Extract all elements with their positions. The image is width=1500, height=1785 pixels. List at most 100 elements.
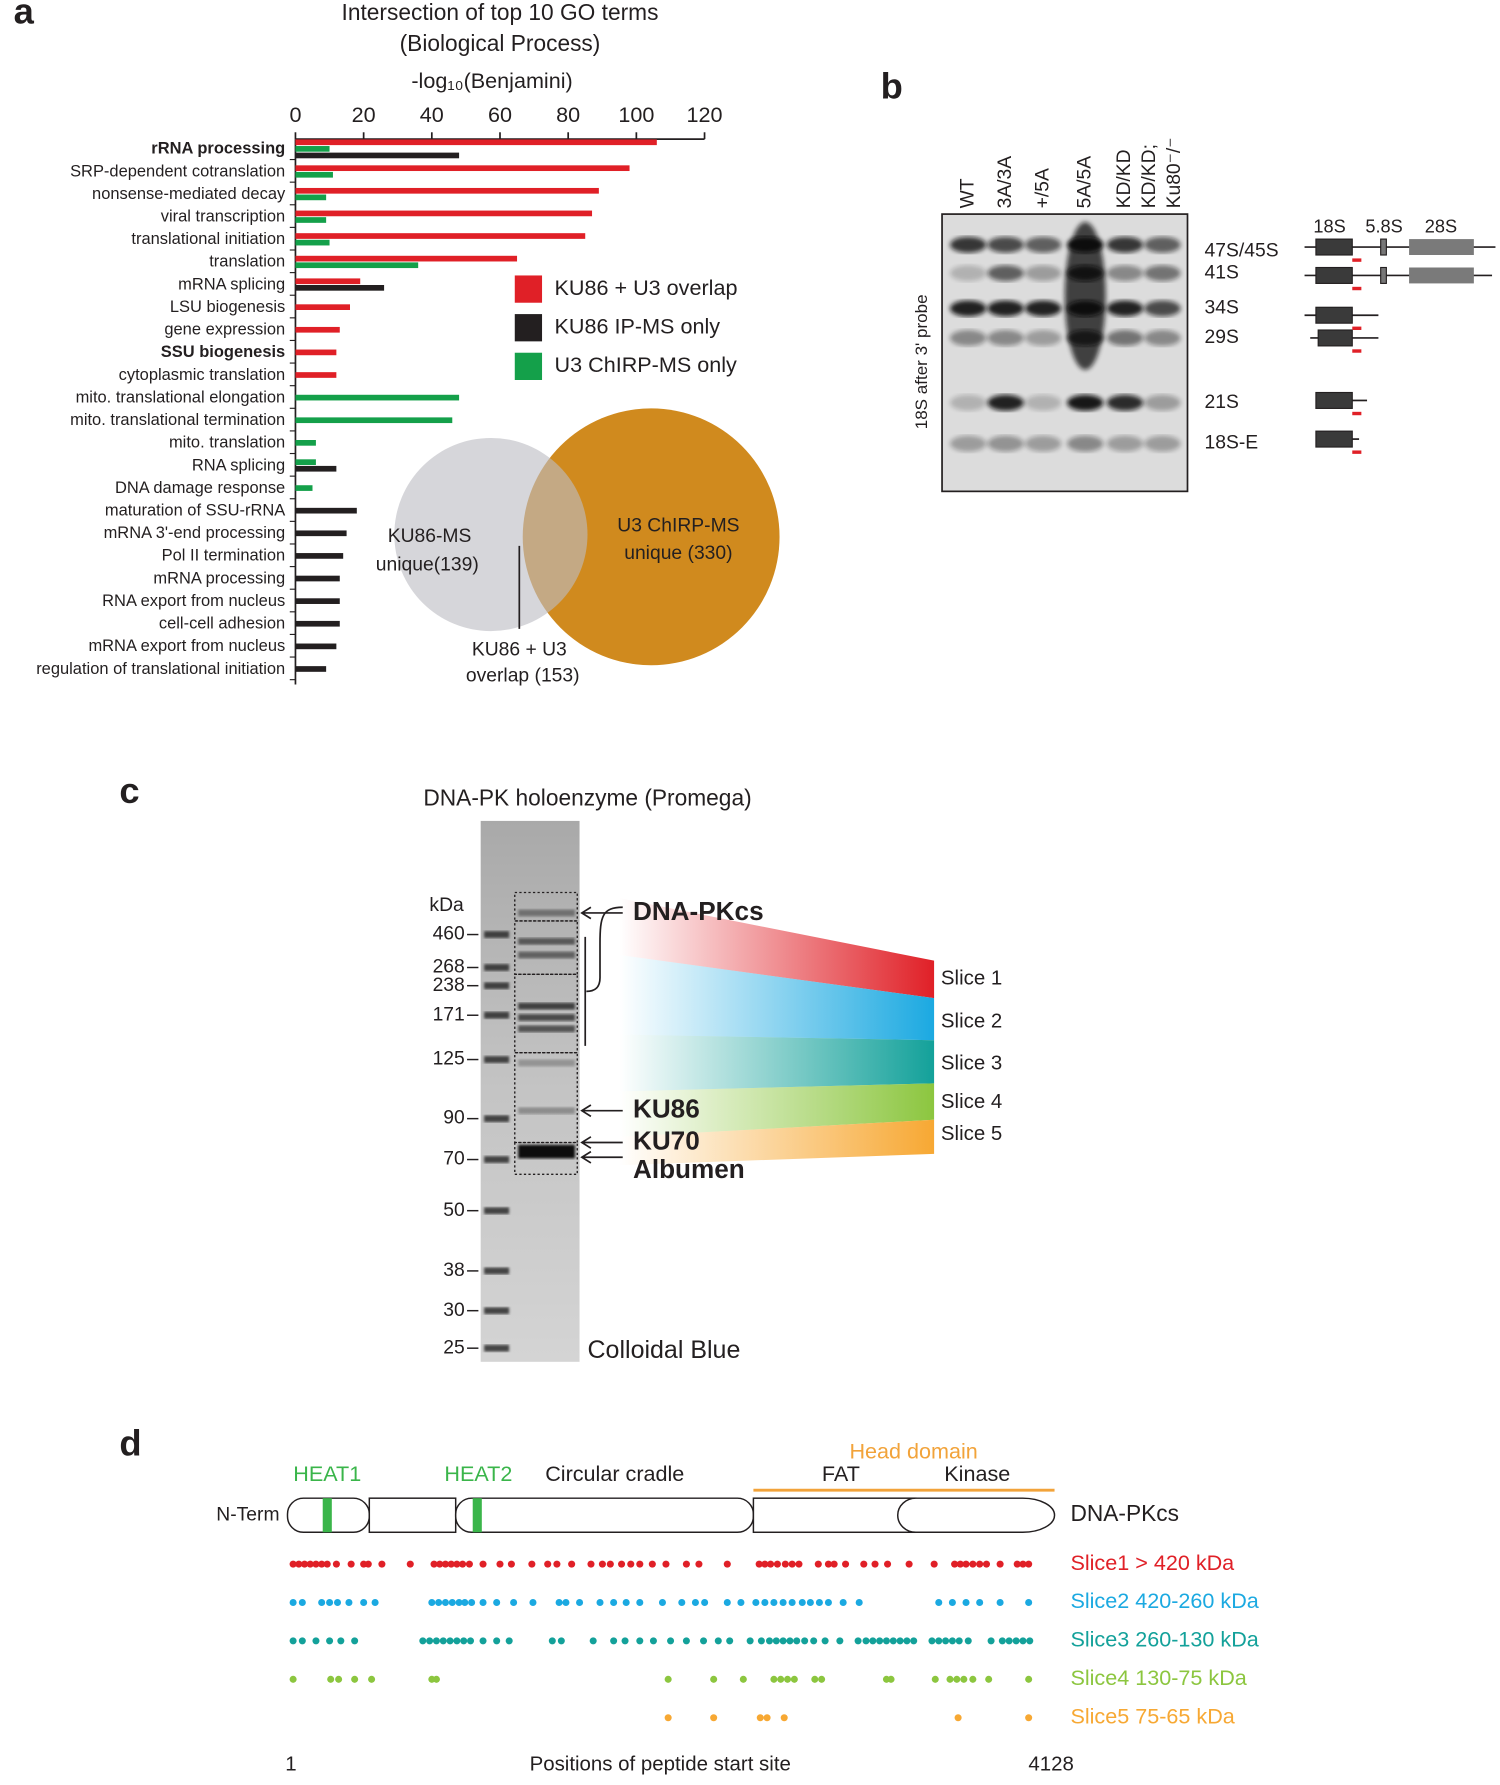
blot-band	[1144, 394, 1181, 411]
peptide-dot	[441, 1560, 449, 1568]
schematic-label: 5.8S	[1365, 217, 1402, 237]
peptide-dot	[529, 1598, 537, 1607]
peptide-dot	[869, 1637, 877, 1645]
marker-band	[484, 1207, 510, 1215]
peptide-dot	[948, 1598, 956, 1607]
peptide-dot	[436, 1560, 444, 1568]
y-tick-label: cytoplasmic translation	[119, 366, 286, 384]
peptide-dot	[496, 1560, 504, 1568]
peptide-dot	[636, 1560, 644, 1568]
peptide-dot	[691, 1598, 699, 1607]
peptide-dot	[1025, 1714, 1033, 1722]
x-tick-label: 1	[285, 1753, 296, 1776]
blot-band	[1106, 330, 1144, 346]
peptide-dot	[335, 1675, 343, 1683]
blot-band	[987, 330, 1024, 346]
blot-band	[987, 265, 1024, 282]
sample-band	[518, 1014, 575, 1021]
sample-band	[518, 1002, 575, 1010]
bar	[295, 326, 340, 333]
x-tick-label: 60	[488, 102, 512, 127]
peptide-dot	[333, 1598, 342, 1607]
peptide-dot	[896, 1637, 904, 1645]
peptide-dot	[855, 1598, 863, 1607]
peptide-dot	[746, 1637, 754, 1645]
protein-label: DNA-PKcs	[633, 896, 764, 926]
peptide-dot	[306, 1560, 314, 1568]
peptide-dot	[770, 1675, 778, 1683]
protein-label: DNA-PKcs	[1070, 1500, 1179, 1526]
peptide-dot	[1025, 1675, 1033, 1683]
y-tick-label: mito. translational termination	[70, 411, 285, 429]
peptide-dot	[954, 1714, 962, 1722]
bar	[295, 372, 337, 378]
peptide-dot	[884, 1560, 892, 1568]
domain-label: Kinase	[944, 1461, 1010, 1486]
y-tick-label: SSU biogenesis	[161, 343, 285, 361]
bar	[295, 165, 630, 172]
peptide-dot	[576, 1598, 584, 1607]
slice-ribbon	[619, 898, 935, 999]
peptide-dot	[658, 1598, 666, 1607]
panel-label: a	[14, 0, 35, 32]
peptide-dot	[441, 1598, 449, 1607]
peptide-dot	[935, 1637, 943, 1645]
blot-band	[1106, 236, 1144, 253]
peptide-dot	[493, 1598, 501, 1607]
peptide-dot	[784, 1675, 792, 1683]
blot-band	[1144, 330, 1181, 346]
peptide-dot	[964, 1637, 972, 1645]
peptide-dot	[761, 1560, 769, 1568]
bar	[295, 459, 316, 465]
band-label: 41S	[1205, 262, 1239, 283]
peptide-dot	[795, 1560, 803, 1568]
blot-band	[1025, 300, 1062, 317]
blot-band	[1144, 435, 1181, 452]
peptide-dot	[956, 1560, 964, 1568]
peptide-dot	[432, 1637, 440, 1645]
blot-band	[1067, 394, 1104, 411]
stain-label: Colloidal Blue	[588, 1336, 741, 1364]
domain-label: Head domain	[849, 1438, 977, 1463]
x-tick-label: 40	[420, 102, 444, 127]
peptide-dot	[786, 1637, 794, 1645]
venn-diagram: KU86-MS unique(139) U3 ChIRP-MS unique (…	[376, 408, 780, 687]
bar	[295, 553, 344, 559]
peptide-dot	[1005, 1637, 1013, 1645]
marker-band	[484, 1011, 510, 1019]
peptide-dot	[1019, 1637, 1027, 1645]
peptide-dot	[756, 1714, 764, 1722]
peptide-dot	[430, 1560, 438, 1568]
blot-band	[1067, 300, 1104, 317]
bar	[295, 278, 361, 285]
bar	[295, 417, 453, 424]
peptide-dot	[773, 1560, 781, 1568]
peptide-dot	[548, 1637, 556, 1645]
bar	[295, 394, 460, 401]
marker-label: 38	[443, 1260, 464, 1281]
bar	[295, 187, 599, 194]
peptide-dot	[460, 1637, 468, 1645]
peptide-dot	[905, 1560, 913, 1568]
blot-band	[1067, 265, 1104, 282]
bar	[295, 507, 357, 514]
peptide-dot	[770, 1598, 778, 1607]
marker-band	[484, 1056, 510, 1063]
peptide-dot	[969, 1560, 977, 1568]
blot-band	[950, 435, 987, 452]
bar	[295, 146, 330, 152]
peptide-dot	[332, 1560, 340, 1568]
arrows	[580, 906, 623, 1164]
peptide-dot	[737, 1598, 745, 1607]
bar	[295, 575, 340, 582]
venn-label: unique (330)	[624, 543, 732, 564]
peptide-dot	[830, 1560, 838, 1568]
peptide-dot	[667, 1637, 675, 1645]
y-tick-label: translational initiation	[131, 230, 285, 248]
peptide-dot	[621, 1637, 629, 1645]
peptide-dot	[955, 1637, 963, 1645]
lane-label: WT	[957, 178, 978, 208]
sample-band	[518, 909, 575, 917]
peptide-dot	[836, 1637, 844, 1645]
peptide-dot	[996, 1560, 1004, 1568]
